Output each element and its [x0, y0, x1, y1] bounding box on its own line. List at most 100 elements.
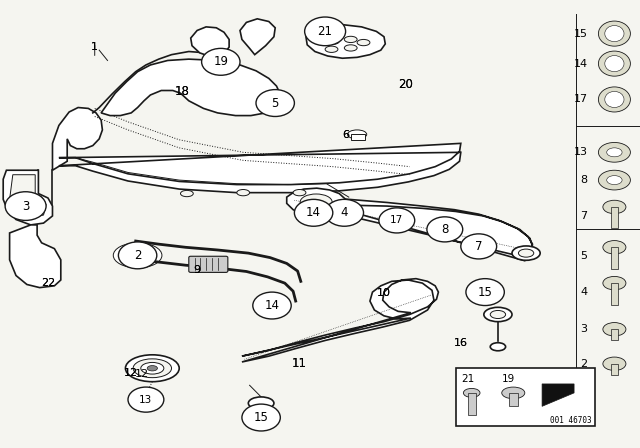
Text: 14: 14 [306, 206, 321, 220]
Ellipse shape [605, 26, 624, 42]
Text: 16: 16 [454, 338, 468, 348]
Text: 15: 15 [253, 411, 269, 424]
Ellipse shape [605, 91, 624, 108]
Ellipse shape [344, 45, 357, 51]
Text: 3: 3 [580, 324, 588, 334]
Ellipse shape [248, 397, 274, 409]
Ellipse shape [463, 388, 480, 397]
Text: 4: 4 [580, 287, 588, 297]
Text: 8: 8 [580, 175, 588, 185]
Text: 20: 20 [397, 78, 413, 91]
Text: 21: 21 [461, 375, 474, 384]
Ellipse shape [598, 21, 630, 46]
Ellipse shape [293, 190, 306, 196]
Text: 18: 18 [175, 85, 190, 99]
Text: 19: 19 [213, 55, 228, 69]
Text: 13: 13 [573, 147, 588, 157]
Polygon shape [287, 188, 346, 216]
Text: 17: 17 [390, 215, 403, 225]
Ellipse shape [326, 38, 339, 44]
Text: 18: 18 [175, 85, 190, 99]
Polygon shape [52, 108, 102, 170]
Text: 5: 5 [580, 251, 588, 261]
Bar [611, 207, 618, 228]
Bar [611, 283, 618, 305]
Text: 11: 11 [292, 357, 307, 370]
Ellipse shape [300, 194, 332, 210]
Circle shape [5, 192, 46, 220]
Ellipse shape [603, 276, 626, 290]
Text: 14: 14 [264, 299, 280, 312]
Ellipse shape [180, 190, 193, 197]
Text: 22: 22 [41, 278, 55, 288]
Bar [611, 247, 618, 269]
Ellipse shape [141, 362, 164, 374]
Text: 15: 15 [477, 285, 493, 299]
Ellipse shape [603, 323, 626, 336]
Circle shape [253, 292, 291, 319]
Circle shape [128, 387, 164, 412]
Text: 20: 20 [397, 78, 413, 91]
Bar [468, 393, 476, 415]
Text: 12: 12 [124, 368, 138, 378]
Ellipse shape [490, 343, 506, 351]
Ellipse shape [348, 130, 367, 139]
Polygon shape [3, 170, 52, 225]
Text: 19: 19 [502, 375, 515, 384]
Circle shape [242, 404, 280, 431]
Text: 22: 22 [41, 278, 55, 288]
Text: 6: 6 [342, 130, 349, 140]
Text: 15: 15 [573, 29, 588, 39]
Ellipse shape [598, 87, 630, 112]
Ellipse shape [133, 359, 172, 378]
Polygon shape [542, 384, 574, 406]
Circle shape [461, 234, 497, 259]
Circle shape [305, 17, 346, 46]
FancyBboxPatch shape [189, 256, 228, 272]
Text: 12: 12 [124, 368, 138, 378]
Text: 001 46703: 001 46703 [550, 416, 592, 425]
Ellipse shape [125, 355, 179, 382]
Text: 8: 8 [441, 223, 449, 236]
Text: 6: 6 [342, 130, 349, 140]
Text: 10: 10 [377, 289, 391, 298]
Text: 14: 14 [573, 59, 588, 69]
Text: 4: 4 [340, 206, 348, 220]
Circle shape [325, 199, 364, 226]
Polygon shape [191, 27, 229, 57]
Circle shape [466, 279, 504, 306]
Circle shape [294, 199, 333, 226]
Ellipse shape [113, 243, 162, 268]
Circle shape [256, 90, 294, 116]
Polygon shape [291, 195, 532, 261]
Bar [611, 364, 618, 375]
Ellipse shape [598, 51, 630, 76]
Text: 12: 12 [135, 369, 149, 379]
Text: 7: 7 [475, 240, 483, 253]
Ellipse shape [484, 307, 512, 322]
Polygon shape [59, 143, 461, 193]
Polygon shape [10, 225, 61, 288]
Ellipse shape [512, 246, 540, 260]
Circle shape [202, 48, 240, 75]
Bar [456, 368, 595, 426]
Ellipse shape [607, 176, 622, 185]
Ellipse shape [325, 46, 338, 52]
Bar [611, 329, 618, 340]
Ellipse shape [598, 142, 630, 162]
Polygon shape [306, 25, 385, 58]
Ellipse shape [603, 357, 626, 370]
Text: 10: 10 [377, 289, 391, 298]
Ellipse shape [518, 249, 534, 257]
Bar [351, 134, 365, 140]
Polygon shape [242, 279, 438, 362]
Text: 1: 1 [92, 42, 98, 52]
Text: 9: 9 [193, 265, 201, 275]
Ellipse shape [603, 200, 626, 214]
Ellipse shape [147, 366, 157, 371]
Ellipse shape [357, 39, 370, 46]
Text: 9: 9 [193, 265, 201, 275]
Text: 1: 1 [92, 42, 98, 52]
Ellipse shape [603, 241, 626, 254]
Ellipse shape [502, 387, 525, 399]
